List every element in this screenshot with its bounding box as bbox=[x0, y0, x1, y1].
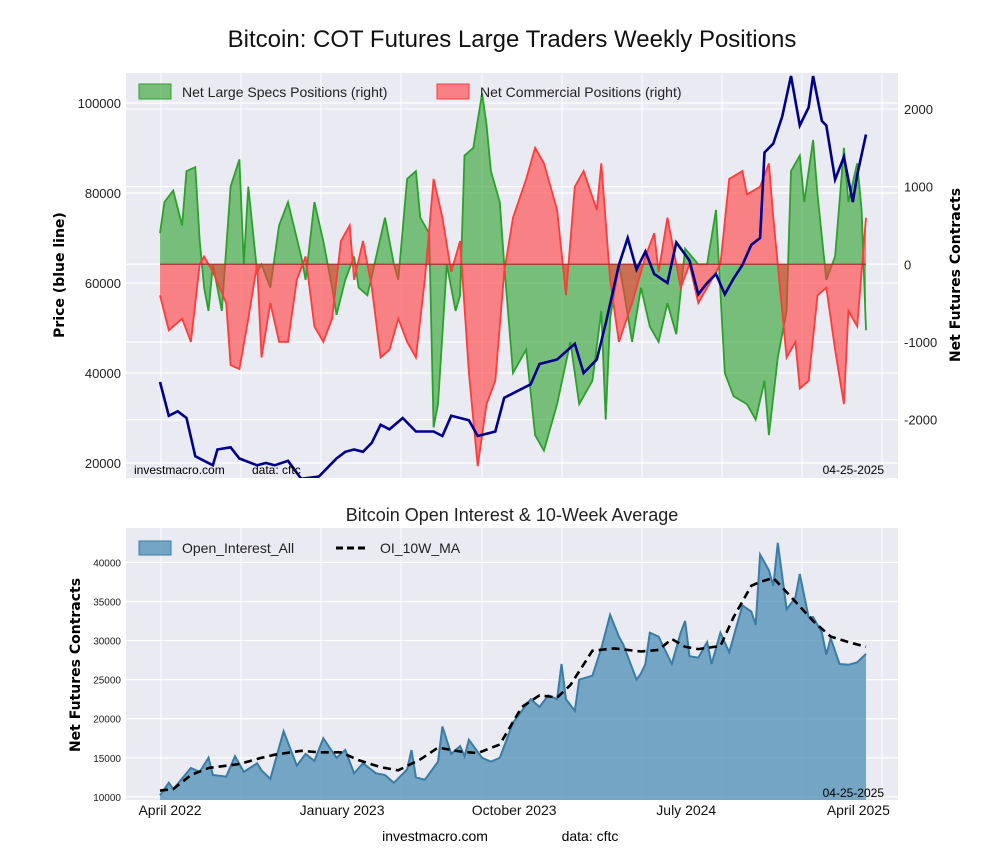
y-tick-label: 20000 bbox=[93, 715, 121, 726]
y-tick-label: 10000 bbox=[93, 793, 121, 804]
top-legend: Net Large Specs Positions (right) Net Co… bbox=[138, 83, 682, 100]
left-tick-label: 20000 bbox=[85, 456, 121, 471]
legend-swatch-commercial bbox=[436, 83, 470, 100]
bottom-y-ticks: 10000 15000 20000 25000 30000 35000 40000 bbox=[93, 558, 121, 803]
right-tick-label: -2000 bbox=[904, 413, 937, 428]
x-tick-label: October 2023 bbox=[472, 802, 557, 818]
left-tick-label: 60000 bbox=[85, 276, 121, 291]
legend-label-commercial: Net Commercial Positions (right) bbox=[480, 84, 682, 100]
top-right-ylabel: Net Futures Contracts bbox=[948, 188, 964, 362]
top-watermark-data: data: cftc bbox=[252, 463, 301, 477]
legend-swatch-specs bbox=[138, 83, 172, 100]
y-tick-label: 30000 bbox=[93, 637, 121, 648]
y-tick-label: 40000 bbox=[93, 558, 121, 569]
right-tick-label: -1000 bbox=[904, 335, 937, 350]
specs-area bbox=[160, 93, 866, 451]
left-tick-label: 80000 bbox=[85, 186, 121, 201]
top-chart-marks bbox=[158, 75, 868, 478]
top-date-stamp: 04-25-2025 bbox=[823, 463, 885, 477]
open-interest-line bbox=[159, 542, 867, 796]
main-title: Bitcoin: COT Futures Large Traders Weekl… bbox=[228, 26, 797, 53]
footer-site: investmacro.com bbox=[382, 828, 488, 844]
left-tick-label: 100000 bbox=[78, 96, 121, 111]
right-tick-label: 1000 bbox=[904, 180, 933, 195]
x-tick-label: July 2024 bbox=[656, 802, 716, 818]
x-tick-label: April 2022 bbox=[138, 802, 201, 818]
top-watermark-site: investmacro.com bbox=[134, 463, 225, 477]
bottom-chart-marks bbox=[159, 542, 867, 800]
legend-label-ma: OI_10W_MA bbox=[380, 540, 461, 556]
footer-data: data: cftc bbox=[562, 828, 619, 844]
legend-swatch-oi bbox=[138, 540, 172, 556]
left-tick-label: 40000 bbox=[85, 366, 121, 381]
bottom-ylabel: Net Futures Contracts bbox=[68, 578, 84, 752]
price-line bbox=[158, 75, 868, 478]
y-tick-label: 25000 bbox=[93, 676, 121, 687]
top-left-ylabel: Price (blue line) bbox=[52, 212, 68, 338]
legend-label-oi: Open_Interest_All bbox=[182, 540, 294, 556]
x-tick-label: January 2023 bbox=[300, 802, 385, 818]
top-right-ticks: -2000 -1000 0 1000 2000 bbox=[904, 102, 937, 428]
bottom-x-ticks: April 2022 January 2023 October 2023 July 2… bbox=[138, 802, 890, 818]
bottom-title: Bitcoin Open Interest & 10-Week Average bbox=[346, 505, 679, 525]
bottom-legend: Open_Interest_All OI_10W_MA bbox=[138, 540, 461, 556]
open-interest-area bbox=[160, 542, 866, 800]
legend-label-specs: Net Large Specs Positions (right) bbox=[182, 84, 387, 100]
y-tick-label: 15000 bbox=[93, 754, 121, 765]
right-tick-label: 0 bbox=[904, 257, 911, 272]
moving-average-line bbox=[159, 576, 867, 792]
y-tick-label: 35000 bbox=[93, 597, 121, 608]
top-left-ticks: 20000 40000 60000 80000 100000 bbox=[78, 96, 121, 471]
right-tick-label: 2000 bbox=[904, 102, 933, 117]
x-tick-label: April 2025 bbox=[827, 802, 890, 818]
bottom-date-stamp: 04-25-2025 bbox=[823, 786, 885, 800]
commercial-line bbox=[159, 145, 867, 467]
